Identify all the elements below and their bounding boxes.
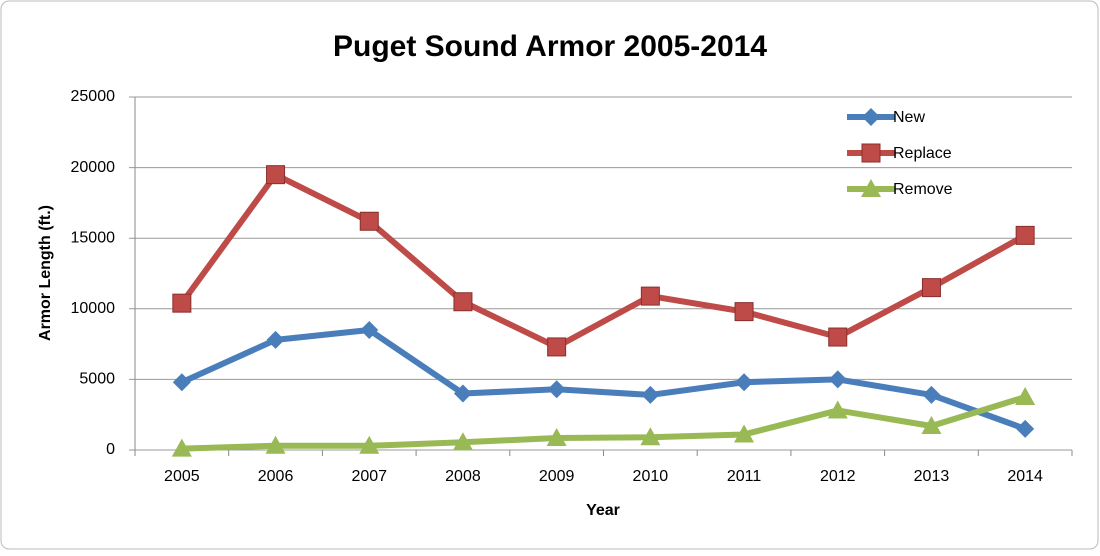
data-point bbox=[452, 432, 473, 451]
legend-marker bbox=[861, 143, 881, 163]
legend-label: Replace bbox=[893, 145, 952, 162]
data-point bbox=[734, 424, 755, 443]
y-tick-label: 0 bbox=[106, 441, 115, 458]
y-tick-label: 10000 bbox=[71, 300, 116, 317]
data-point bbox=[734, 302, 754, 322]
y-tick-label: 5000 bbox=[79, 371, 115, 388]
data-point bbox=[827, 400, 848, 419]
data-point bbox=[828, 370, 847, 389]
data-point bbox=[359, 211, 379, 231]
series-line bbox=[181, 394, 1027, 452]
data-point bbox=[172, 293, 192, 313]
data-point bbox=[547, 380, 566, 399]
data-point bbox=[171, 438, 192, 457]
data-point bbox=[172, 373, 191, 392]
legend-marker bbox=[861, 179, 881, 197]
series-line bbox=[180, 326, 1027, 432]
legend-marker bbox=[862, 108, 880, 126]
y-tick-label: 25000 bbox=[71, 88, 116, 105]
data-point bbox=[640, 427, 661, 446]
x-tick-label: 2009 bbox=[539, 468, 575, 485]
data-point bbox=[640, 286, 660, 306]
x-axis-label: Year bbox=[586, 502, 620, 519]
data-point bbox=[921, 278, 941, 298]
data-point bbox=[359, 435, 380, 454]
data-point bbox=[453, 292, 473, 312]
data-point bbox=[1015, 225, 1035, 245]
data-point bbox=[360, 320, 379, 339]
data-point bbox=[921, 415, 942, 434]
x-tick-label: 2005 bbox=[164, 468, 200, 485]
y-axis-label: Armor Length (ft.) bbox=[37, 205, 54, 341]
x-tick-label: 2008 bbox=[445, 468, 481, 485]
data-point bbox=[828, 327, 848, 347]
data-point bbox=[547, 337, 567, 357]
x-tick-label: 2007 bbox=[351, 468, 387, 485]
data-point bbox=[1015, 387, 1036, 406]
data-point bbox=[453, 384, 472, 403]
x-tick-label: 2010 bbox=[633, 468, 669, 485]
legend-label: New bbox=[893, 109, 925, 126]
x-tick-label: 2011 bbox=[727, 468, 762, 485]
legend-label: Remove bbox=[893, 181, 953, 198]
x-tick-label: 2013 bbox=[914, 468, 950, 485]
data-point bbox=[641, 385, 660, 404]
y-tick-label: 20000 bbox=[71, 159, 116, 176]
data-point bbox=[1016, 419, 1035, 438]
data-point bbox=[546, 427, 567, 446]
data-point bbox=[266, 330, 285, 349]
x-tick-label: 2006 bbox=[258, 468, 294, 485]
x-tick-label: 2012 bbox=[820, 468, 856, 485]
data-point bbox=[265, 435, 286, 454]
data-point bbox=[266, 165, 286, 185]
x-tick-label: 2014 bbox=[1007, 468, 1043, 485]
data-point bbox=[922, 385, 941, 404]
y-tick-label: 15000 bbox=[71, 229, 116, 246]
chart-title: Puget Sound Armor 2005-2014 bbox=[333, 30, 767, 63]
series-line bbox=[179, 171, 1027, 350]
data-point bbox=[735, 373, 754, 392]
